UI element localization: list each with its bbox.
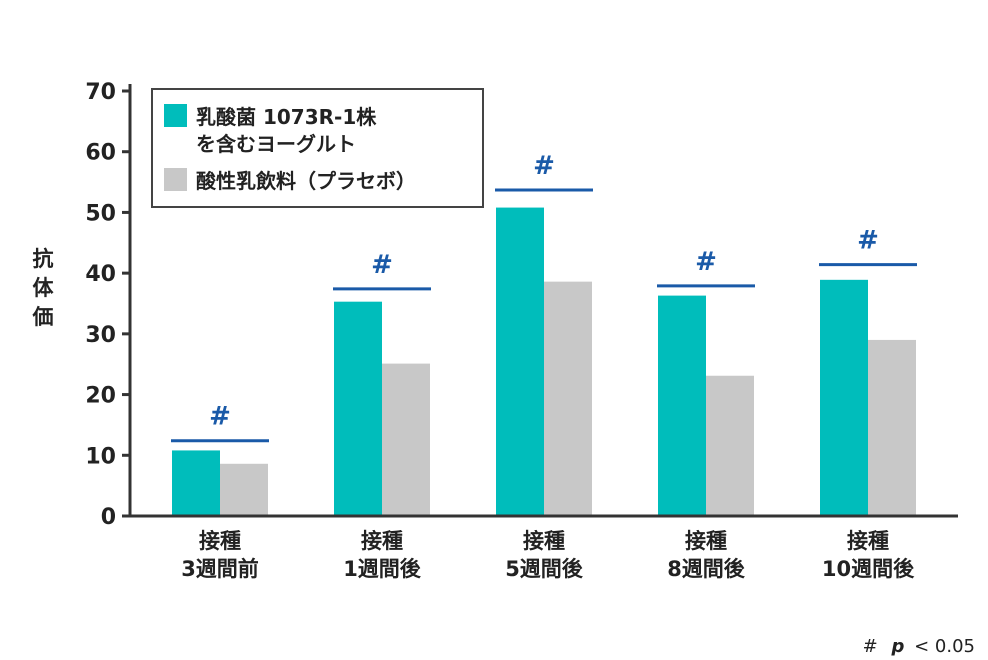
bar-series2-4 [706,375,754,516]
x-category-label-2-line1: 接種 [361,529,403,553]
significance-mark-3: # [533,151,555,181]
bar-series2-3 [544,281,592,516]
x-category-label-3-line2: 5週間後 [505,557,584,581]
significance-mark-2: # [371,250,393,280]
x-category-label-5-line2: 10週間後 [822,557,915,581]
bar-series2-2 [382,363,430,516]
bars-group [172,207,916,517]
y-axis-label-char: 抗 [33,247,54,271]
footnote-p: p [890,636,904,657]
y-tick-label-60: 60 [85,141,116,166]
y-tick-label-70: 70 [85,80,116,105]
x-category-label-4-line1: 接種 [685,529,727,553]
footnote-threshold: < 0.05 [914,636,975,657]
y-axis-label-char: 体 [33,276,55,300]
x-labels-group: 接種 3週間前 接種 1週間後 接種 5週間後 接種 8週間後 接種 10週間後 [181,529,915,581]
legend-swatch-series1 [164,104,187,127]
bar-series2-5 [868,339,916,516]
y-ticks-group: 0 10 20 30 40 50 60 70 [85,80,130,530]
bar-series1-3 [496,207,544,517]
y-tick-label-20: 20 [85,384,116,409]
x-category-label-5-line1: 接種 [847,529,889,553]
y-tick-label-50: 50 [85,201,116,226]
legend-box [151,88,484,208]
footnote: # p < 0.05 [863,636,975,657]
bar-series1-4 [658,295,706,516]
significance-mark-4: # [695,247,717,277]
significance-group: # # # # # [171,151,917,443]
bar-series1-1 [172,450,220,516]
y-tick-label-40: 40 [85,262,116,287]
footnote-symbol: # [863,636,878,657]
legend-label-series1-line2: を含むヨーグルト [196,132,356,156]
x-category-label-2-line2: 1週間後 [343,557,422,581]
bar-series1-2 [334,301,382,516]
y-axis-label-char: 価 [32,305,54,329]
x-category-label-4-line2: 8週間後 [667,557,746,581]
legend-label-series2-line1: 酸性乳飲料（プラセボ） [196,169,416,193]
bar-series2-1 [220,463,268,516]
legend-swatch-series2 [164,168,187,191]
significance-mark-5: # [857,226,879,256]
x-category-label-3-line1: 接種 [523,529,565,553]
y-tick-label-0: 0 [101,505,116,530]
significance-mark-1: # [209,402,231,432]
x-category-label-1-line1: 接種 [199,529,241,553]
y-axis-label: 抗体価 [32,247,55,329]
y-tick-label-10: 10 [85,444,116,469]
bar-series1-5 [820,279,868,516]
axes-group [128,84,958,518]
y-tick-label-30: 30 [85,323,116,348]
legend-label-series1-line1: 乳酸菌 1073R-1株 [196,105,377,129]
x-category-label-1-line2: 3週間前 [181,557,259,581]
